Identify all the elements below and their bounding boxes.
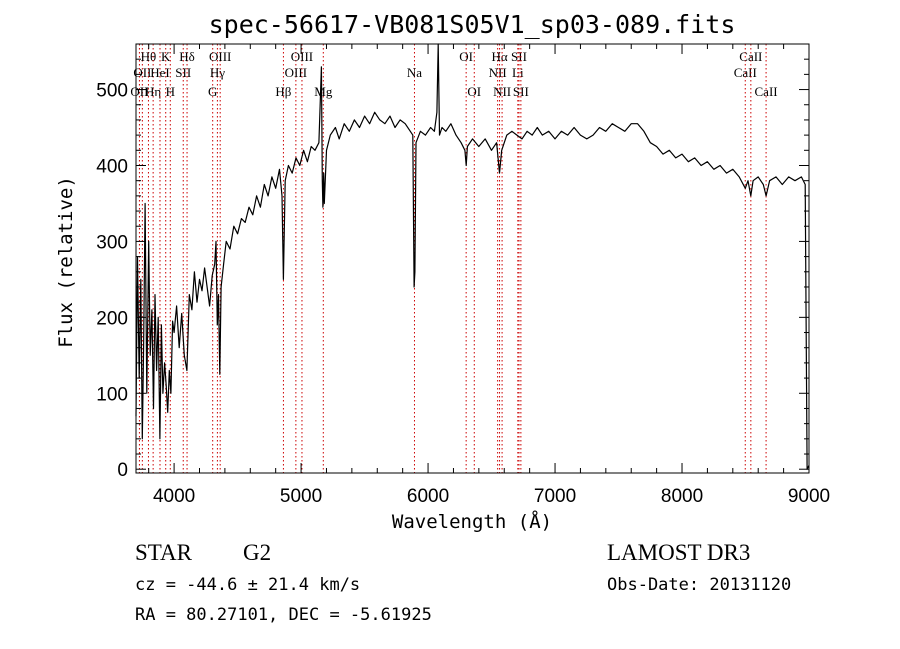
y-tick-label: 300 — [96, 232, 128, 253]
line-marker-label-9: G — [208, 84, 217, 99]
x-axis-label: Wavelength (Å) — [392, 510, 552, 533]
line-marker-label-3: Hη — [145, 84, 161, 99]
y-tick-label: 400 — [96, 156, 128, 177]
line-marker-label-15: Mg — [314, 84, 333, 99]
line-marker-label-7: SII — [175, 65, 191, 80]
line-marker-label-14: OIII — [291, 49, 313, 64]
x-tick-label: 4000 — [153, 486, 195, 507]
x-tick-label: 6000 — [407, 486, 449, 507]
y-axis-ticks: 0 100 200 300 400 500 — [96, 43, 809, 481]
line-marker-label-18: OI — [467, 84, 481, 99]
line-marker-label-16: Na — [407, 65, 422, 80]
line-marker-label-20: Hα — [491, 49, 507, 64]
y-tick-label: 200 — [96, 308, 128, 329]
object-class: STAR — [135, 540, 193, 565]
line-marker-label-22: Li — [512, 65, 524, 80]
redshift-text: cz = -44.6 ± 21.4 km/s — [135, 575, 360, 595]
line-marker-label-24: SII — [513, 84, 529, 99]
y-tick-label: 100 — [96, 384, 128, 405]
plot-frame — [135, 43, 810, 474]
coordinates-text: RA = 80.27101, DEC = -5.61925 — [135, 605, 432, 625]
x-tick-label: 7000 — [534, 486, 576, 507]
x-axis-ticks: 4000 5000 6000 7000 8000 9000 — [148, 44, 830, 507]
x-tick-label: 9000 — [788, 486, 830, 507]
spectral-subclass: G2 — [243, 540, 271, 565]
line-marker-label-13: OIII — [285, 65, 307, 80]
line-marker-label-10: Hγ — [210, 65, 225, 80]
line-marker-label-2: Hθ — [141, 49, 157, 64]
line-marker-label-4: HeI — [150, 65, 170, 80]
series-layer — [135, 43, 810, 470]
x-tick-label: 8000 — [661, 486, 703, 507]
obs-date-text: Obs-Date: 20131120 — [607, 575, 791, 595]
line-marker-label-0: OII — [133, 65, 151, 80]
y-tick-label: 0 — [117, 460, 128, 481]
line-marker-label-11: OIII — [209, 49, 231, 64]
line-marker-label-21: NII — [493, 84, 511, 99]
line-marker-label-26: CaII — [739, 49, 762, 64]
survey-name: LAMOST DR3 — [607, 540, 750, 565]
line-marker-label-12: Hβ — [275, 84, 291, 99]
spectrum-line-0 — [135, 43, 810, 470]
line-marker-label-19: NII — [489, 65, 507, 80]
line-marker-label-5: K — [161, 49, 171, 64]
chart-title: spec-56617-VB081S05V1_sp03-089.fits — [209, 10, 736, 39]
x-tick-label: 5000 — [280, 486, 322, 507]
y-axis-label: Flux (relative) — [55, 176, 77, 348]
line-marker-label-27: CaII — [755, 84, 778, 99]
y-tick-label: 500 — [96, 81, 128, 102]
line-marker-label-25: CaII — [734, 65, 757, 80]
line-marker-label-1: OII — [130, 84, 148, 99]
line-marker-label-8: Hδ — [179, 49, 195, 64]
line-marker-label-23: SII — [511, 49, 527, 64]
line-marker-label-6: H — [166, 84, 175, 99]
line-marker-label-17: OI — [459, 49, 473, 64]
